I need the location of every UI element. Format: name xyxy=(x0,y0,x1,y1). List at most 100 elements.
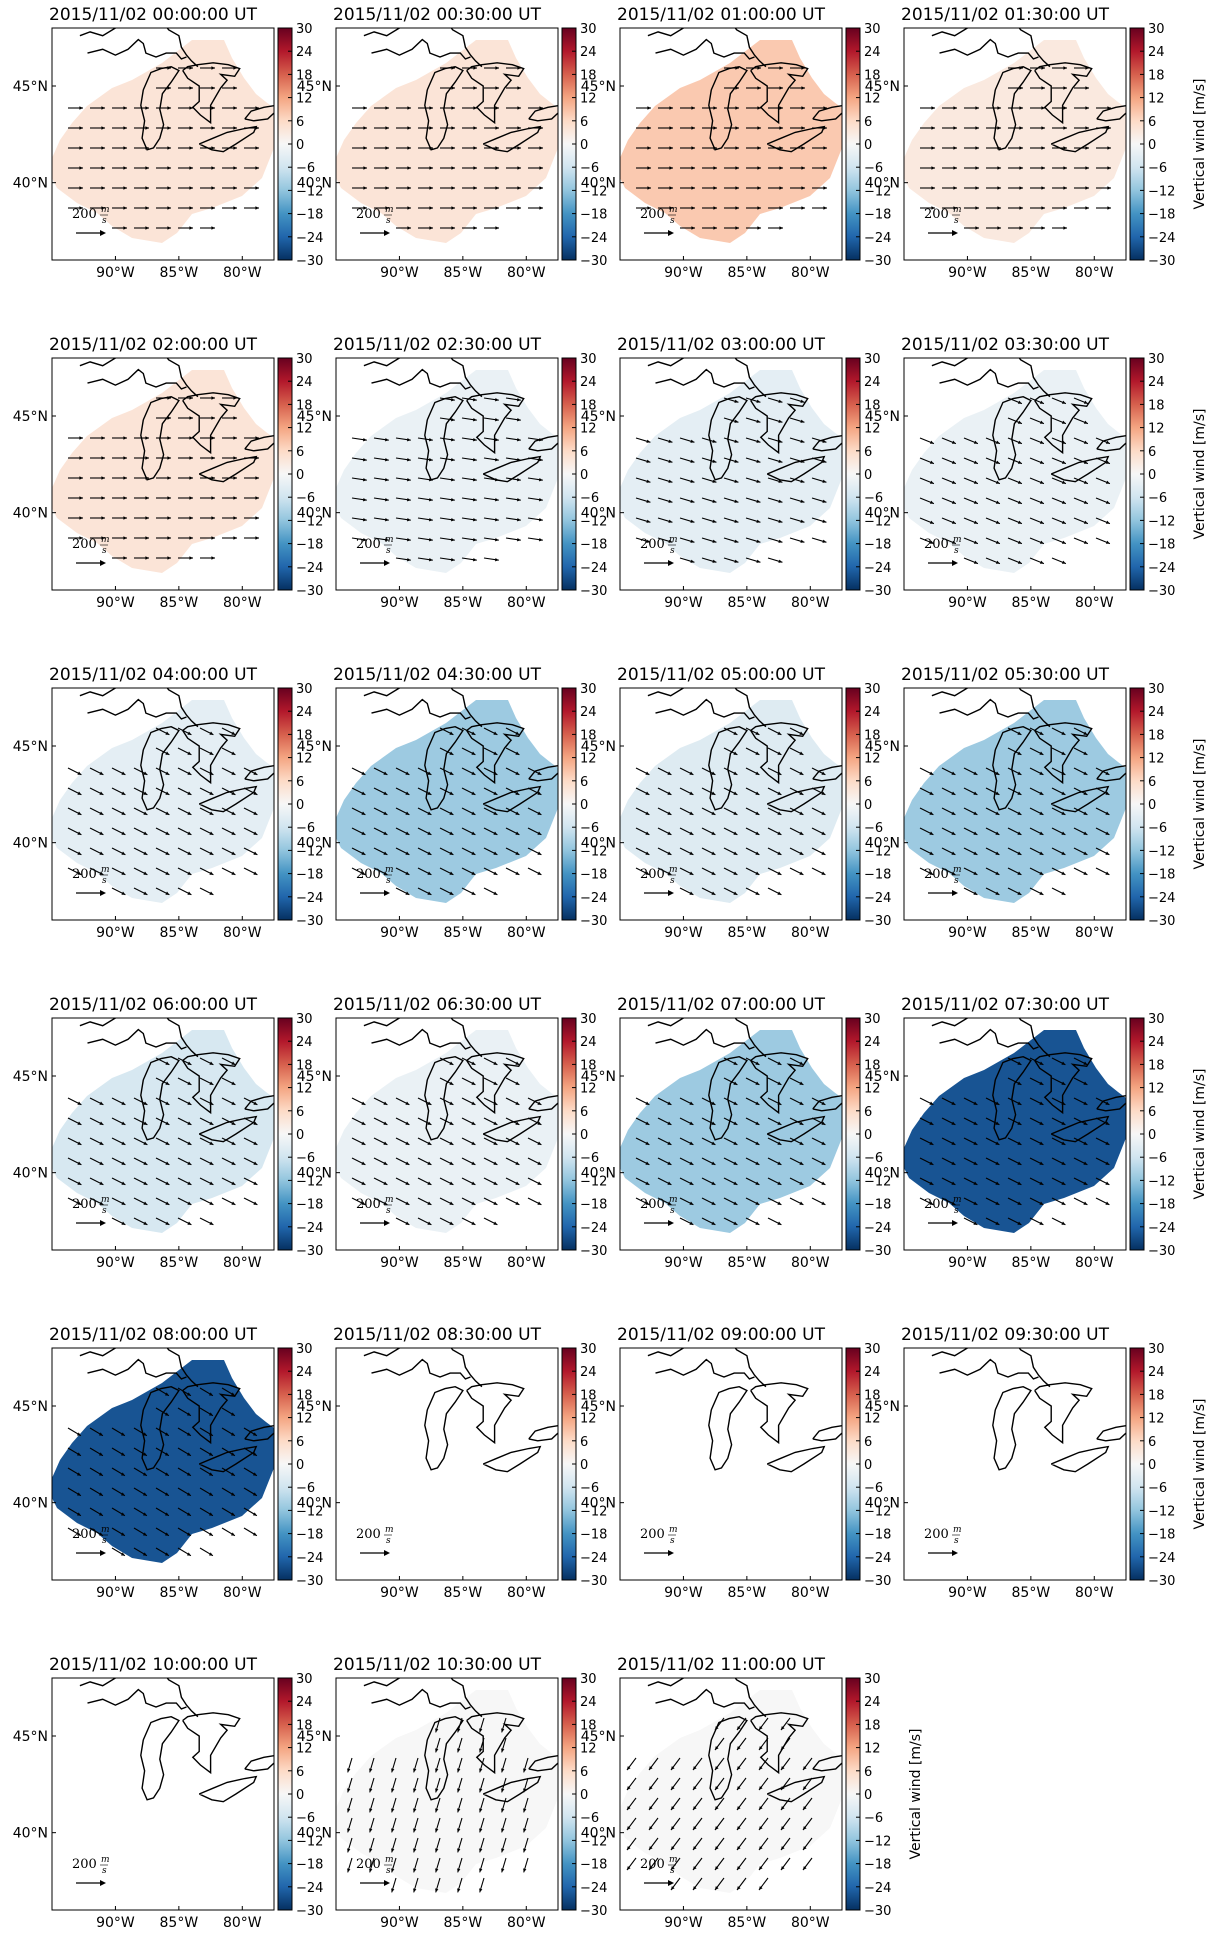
wind-arrow-head xyxy=(209,1061,214,1065)
wind-arrow-head xyxy=(777,1141,782,1145)
wind-arrow-head xyxy=(495,186,499,190)
map-frame xyxy=(335,1677,559,1911)
lon-tick-label: 85°W xyxy=(728,1585,767,1601)
wind-arrow-head xyxy=(801,166,805,170)
wind-arrow-head xyxy=(427,791,432,795)
wind-arrow-head xyxy=(79,106,83,110)
wind-arrow-head xyxy=(231,751,236,755)
wind-arrow-head xyxy=(413,1848,417,1853)
wind-arrow-head xyxy=(233,186,237,190)
wind-arrow-head xyxy=(493,791,498,795)
wind-arrow-head xyxy=(211,186,215,190)
wind-arrow-head xyxy=(383,791,388,795)
wind-arrow-head xyxy=(995,1101,1000,1105)
wind-arrow-head xyxy=(501,1748,505,1753)
wind-arrow-head xyxy=(1039,811,1044,815)
wind-arrow-head xyxy=(405,1161,410,1165)
wind-arrow-head xyxy=(735,166,739,170)
wind-arrow-head xyxy=(457,1848,461,1853)
wind-arrow-head xyxy=(1041,126,1045,130)
colorbar-tick-label: −24 xyxy=(864,1551,891,1566)
colorbar-tick-label: −6 xyxy=(1148,491,1167,506)
wind-arrow-head xyxy=(735,226,739,230)
wind-arrow-head xyxy=(473,438,477,442)
colorbar-tick-label: 12 xyxy=(296,422,313,437)
wind-arrow-head xyxy=(517,498,521,502)
wind-arrow-head xyxy=(737,1826,741,1830)
wind-arrow-head xyxy=(756,419,761,423)
colorbar-tick-label: −30 xyxy=(296,584,323,599)
wind-arrow-head xyxy=(123,456,127,460)
wind-arrow-head xyxy=(167,146,171,150)
scale-unit-den: s xyxy=(386,1536,391,1546)
lat-tick-label: 45°N xyxy=(581,409,616,425)
wind-arrow-head xyxy=(801,206,805,210)
colorbar-tick-label: −30 xyxy=(580,584,607,599)
wind-arrow-head xyxy=(231,1201,236,1205)
wind-arrow-head xyxy=(233,476,237,480)
wind-arrow-head xyxy=(733,871,738,875)
wind-arrow-head xyxy=(1085,86,1089,90)
wind-arrow-head xyxy=(759,1746,763,1750)
wind-arrow-head xyxy=(733,1121,738,1125)
wind-arrow-head xyxy=(253,1181,258,1185)
colorbar-tick-label: 0 xyxy=(1148,798,1156,813)
scale-unit-den: s xyxy=(102,1866,107,1876)
colorbar-tick-label: −18 xyxy=(580,208,607,223)
wind-arrow-head xyxy=(435,1748,439,1753)
wind-arrow-head xyxy=(1017,520,1022,524)
wind-arrow-head xyxy=(517,86,521,90)
lat-tick-label: 45°N xyxy=(581,1069,616,1085)
wind-arrow-head xyxy=(479,1748,483,1753)
colorbar-tick-label: 24 xyxy=(296,705,313,720)
colorbar-tick-label: 0 xyxy=(580,1788,588,1803)
wind-arrow-head xyxy=(645,1201,650,1205)
wind-arrow-head xyxy=(142,1532,147,1536)
colorbar-tick-label: 0 xyxy=(580,798,588,813)
wind-arrow-head xyxy=(537,1201,542,1205)
colorbar-tick-label: −12 xyxy=(296,1174,323,1189)
colorbar-tick-label: 24 xyxy=(1148,705,1165,720)
scale-arrow-head xyxy=(384,1550,390,1556)
wind-arrow-head xyxy=(143,771,148,775)
wind-arrow-head xyxy=(255,496,259,500)
wind-arrow-head xyxy=(253,1141,258,1145)
wind-arrow-head xyxy=(757,106,761,110)
wind-arrow-head xyxy=(429,166,433,170)
scale-label: 200 xyxy=(924,537,949,552)
wind-arrow-head xyxy=(929,1201,934,1205)
wind-arrow-head xyxy=(123,536,127,540)
wind-arrow-head xyxy=(143,811,148,815)
coastline xyxy=(79,688,274,813)
wind-arrow-head xyxy=(471,1201,476,1205)
wind-arrow-head xyxy=(208,1472,213,1476)
wind-arrow-head xyxy=(363,518,367,522)
colorbar-tick-label: 18 xyxy=(1148,728,1165,743)
wind-arrow-head xyxy=(361,851,366,855)
colorbar-tick-label: −12 xyxy=(864,1834,891,1849)
panel-title: 2015/11/02 01:00:00 UT xyxy=(617,5,826,25)
wind-arrow-head xyxy=(493,1181,498,1185)
wind-arrow-head xyxy=(209,831,214,835)
wind-arrow-head xyxy=(405,1221,410,1225)
wind-arrow-head xyxy=(759,1866,763,1870)
wind-arrow-head xyxy=(799,811,804,815)
wind-arrow-head xyxy=(435,1768,439,1773)
wind-arrow-head xyxy=(821,811,826,815)
wind-arrow-head xyxy=(691,106,695,110)
lon-tick-label: 85°W xyxy=(728,1255,767,1271)
wind-arrow-head xyxy=(429,126,433,130)
wind-arrow-head xyxy=(253,811,258,815)
wind-arrow-head xyxy=(517,146,521,150)
colorbar-tick-label: 6 xyxy=(296,1765,304,1780)
wind-arrow-head xyxy=(165,751,170,755)
map-area xyxy=(620,688,842,920)
wind-arrow-head xyxy=(1061,831,1066,835)
wind-arrow-head xyxy=(233,146,237,150)
scale-unit-num: m xyxy=(669,535,678,545)
wind-arrow-head xyxy=(407,518,411,522)
wind-arrow-head xyxy=(189,166,193,170)
scale-label: 200 xyxy=(924,1527,949,1542)
